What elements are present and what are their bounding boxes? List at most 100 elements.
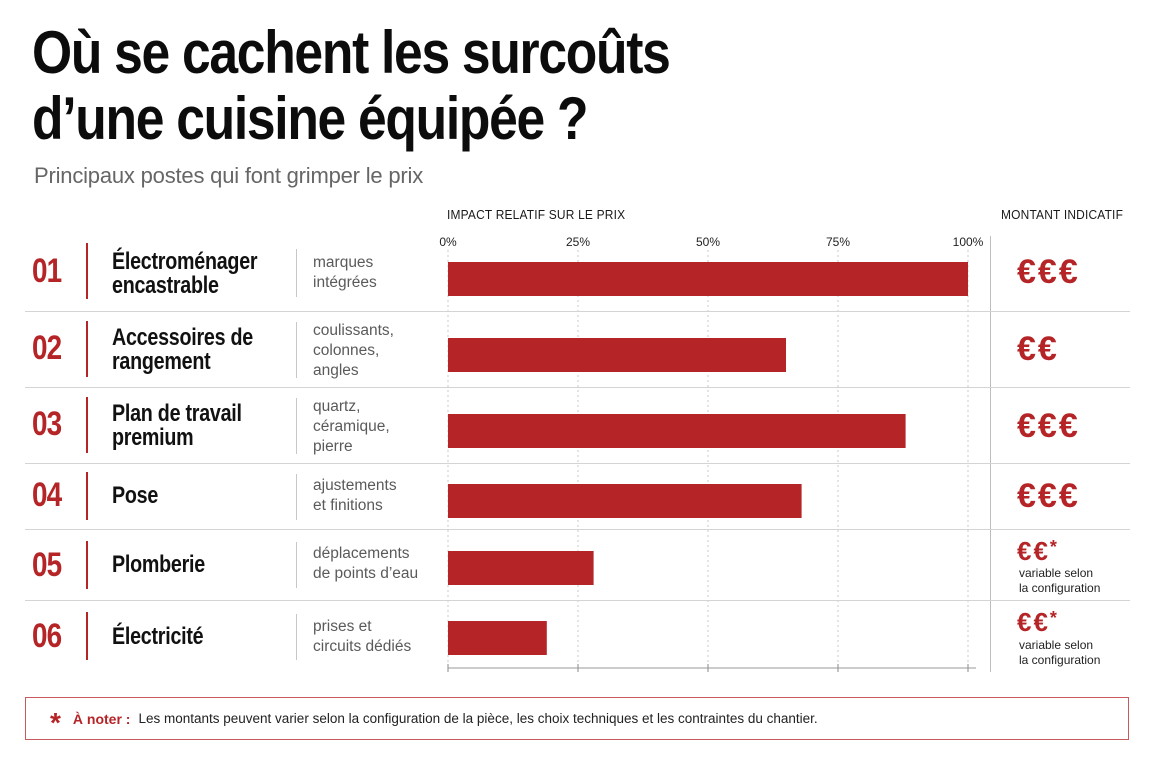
row-label-line: rangement: [112, 348, 211, 375]
row-desc-divider: [296, 542, 297, 588]
row-amount: €€€: [1017, 409, 1080, 443]
row-label-line: encastrable: [112, 272, 219, 299]
row-desc-line: ajustements: [313, 477, 397, 494]
amount-euros: €€: [1017, 330, 1059, 368]
footnote-text: Les montants peuvent varier selon la con…: [138, 711, 818, 726]
row-desc-divider: [296, 249, 297, 297]
row-label: Plomberie: [112, 553, 268, 577]
row-label-line: Plan de travail: [112, 400, 242, 427]
row-desc-line: marques: [313, 254, 374, 271]
row-desc-divider: [296, 474, 297, 520]
row-number: 06: [32, 617, 62, 655]
row-label-line: premium: [112, 424, 194, 451]
row-number: 02: [32, 329, 62, 367]
footnote-box: * À noter : Les montants peuvent varier …: [25, 697, 1129, 740]
row-number: 01: [32, 252, 62, 290]
amount-note: variable selon la configuration: [1019, 638, 1100, 668]
row-divider: [25, 387, 1130, 388]
row-desc-line: angles: [313, 362, 359, 379]
bar: [448, 484, 802, 518]
amount-euros: €€: [1017, 607, 1050, 637]
row-label-line: Électricité: [112, 623, 204, 650]
row-number-accent: [86, 397, 88, 453]
row-desc-line: quartz,: [313, 398, 361, 415]
amount-star: *: [1049, 608, 1057, 628]
amount-euros: €€€: [1017, 253, 1080, 291]
row-divider: [25, 463, 1130, 464]
row-desc-line: déplacements: [313, 545, 410, 562]
row-description: marques intégrées: [313, 253, 443, 293]
amount-note-line: variable selon: [1019, 566, 1094, 580]
impact-column-header: IMPACT RELATIF SUR LE PRIX: [447, 207, 626, 222]
amount-note-line: la configuration: [1019, 581, 1101, 595]
row-number-accent: [86, 321, 88, 377]
row-number: 05: [32, 546, 62, 584]
amount-euros: €€€: [1017, 477, 1080, 515]
row-desc-line: colonnes,: [313, 342, 380, 359]
row-label-line: Pose: [112, 482, 159, 509]
row-desc-divider: [296, 614, 297, 660]
page-title: Où se cachent les surcoûts d’une cuisine…: [32, 20, 806, 152]
row-desc-line: céramique,: [313, 418, 390, 435]
title-line-2: d’une cuisine équipée ?: [32, 85, 589, 152]
row-number-accent: [86, 541, 88, 589]
amount-star: *: [1049, 537, 1057, 557]
row-label-line: Électroménager: [112, 248, 258, 275]
row-number-accent: [86, 243, 88, 299]
amount-note-line: la configuration: [1019, 653, 1101, 667]
row-amount: €€*: [1017, 537, 1057, 565]
row-label-line: Plomberie: [112, 551, 205, 578]
row-number-accent: [86, 612, 88, 660]
row-label: Électroménager encastrable: [112, 250, 268, 298]
bar: [448, 338, 786, 372]
tick-label: 75%: [826, 235, 850, 249]
row-description: coulissants, colonnes, angles: [313, 321, 443, 381]
row-description: ajustements et finitions: [313, 476, 443, 516]
row-number-accent: [86, 472, 88, 520]
row-label: Pose: [112, 484, 268, 508]
row-description: déplacements de points d’eau: [313, 544, 443, 584]
row-desc-line: circuits dédiés: [313, 638, 412, 655]
amount-column-header: MONTANT INDICATIF: [1001, 207, 1124, 222]
row-amount: €€*: [1017, 608, 1057, 636]
row-label: Plan de travail premium: [112, 402, 268, 450]
row-desc-line: pierre: [313, 438, 353, 455]
amount-euros: €€: [1017, 536, 1050, 566]
row-divider: [25, 311, 1130, 312]
tick-label: 0%: [439, 235, 457, 249]
row-desc-divider: [296, 322, 297, 378]
row-desc-line: prises et: [313, 618, 372, 635]
row-desc-line: de points d’eau: [313, 565, 419, 582]
tick-label: 50%: [696, 235, 720, 249]
footnote-label: À noter :: [72, 710, 131, 727]
bar: [448, 414, 906, 448]
amount-note: variable selon la configuration: [1019, 566, 1100, 596]
footnote-asterisk: *: [50, 706, 61, 738]
bar: [448, 621, 547, 655]
row-divider: [25, 529, 1130, 530]
row-amount: €€: [1017, 332, 1059, 366]
title-line-1: Où se cachent les surcoûts: [32, 19, 671, 86]
row-divider: [25, 600, 1130, 601]
row-desc-line: et finitions: [313, 497, 383, 514]
row-amount: €€€: [1017, 479, 1080, 513]
row-label: Accessoires de rangement: [112, 326, 268, 374]
row-desc-line: coulissants,: [313, 322, 394, 339]
amount-column-divider: [990, 236, 991, 672]
row-description: prises et circuits dédiés: [313, 617, 443, 657]
row-desc-divider: [296, 398, 297, 454]
tick-label: 100%: [953, 235, 984, 249]
row-label: Électricité: [112, 625, 268, 649]
row-description: quartz, céramique, pierre: [313, 397, 443, 457]
bar: [448, 262, 968, 296]
bar: [448, 551, 594, 585]
row-desc-line: intégrées: [313, 274, 377, 291]
subtitle: Principaux postes qui font grimper le pr…: [34, 163, 424, 188]
amount-euros: €€€: [1017, 407, 1080, 445]
row-amount: €€€: [1017, 255, 1080, 289]
row-label-line: Accessoires de: [112, 324, 253, 351]
row-number: 03: [32, 405, 62, 443]
amount-note-line: variable selon: [1019, 638, 1094, 652]
tick-label: 25%: [566, 235, 590, 249]
